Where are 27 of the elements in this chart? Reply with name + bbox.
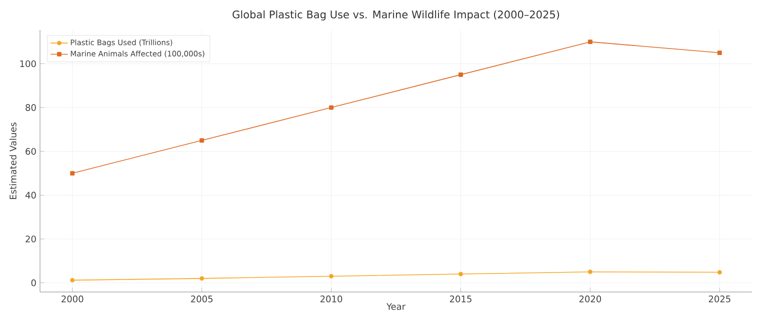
- point: [588, 40, 592, 44]
- point: [458, 272, 463, 276]
- point: [200, 276, 204, 281]
- x-axis-title: Year: [386, 303, 406, 310]
- point: [200, 138, 204, 143]
- x-tick-label: 2000: [62, 296, 84, 302]
- y-tick-label: 0: [31, 279, 36, 286]
- point: [458, 72, 463, 77]
- x-tick-label: 2025: [708, 296, 730, 302]
- y-axis-title: Estimated Values: [9, 122, 16, 199]
- point: [588, 270, 592, 274]
- point: [70, 278, 75, 282]
- x-tick-label: 2015: [450, 296, 472, 302]
- point: [717, 270, 722, 274]
- x-tick-label: 2005: [191, 296, 212, 302]
- x-tick-label: 2010: [320, 296, 342, 302]
- y-tick-label: 40: [25, 192, 36, 199]
- y-tick-label: 100: [20, 60, 36, 68]
- point: [329, 105, 334, 110]
- point: [329, 274, 334, 278]
- y-tick-label: 60: [26, 148, 36, 155]
- point: [70, 171, 75, 176]
- point: [717, 50, 722, 55]
- y-tick-label: 80: [26, 104, 36, 111]
- x-tick-label: 2020: [579, 296, 602, 302]
- chart-title: Global Plastic Bag Use vs. Marine Wildlife Impact (2000–2025): [232, 10, 560, 20]
- y-tick-label: 20: [26, 236, 36, 242]
